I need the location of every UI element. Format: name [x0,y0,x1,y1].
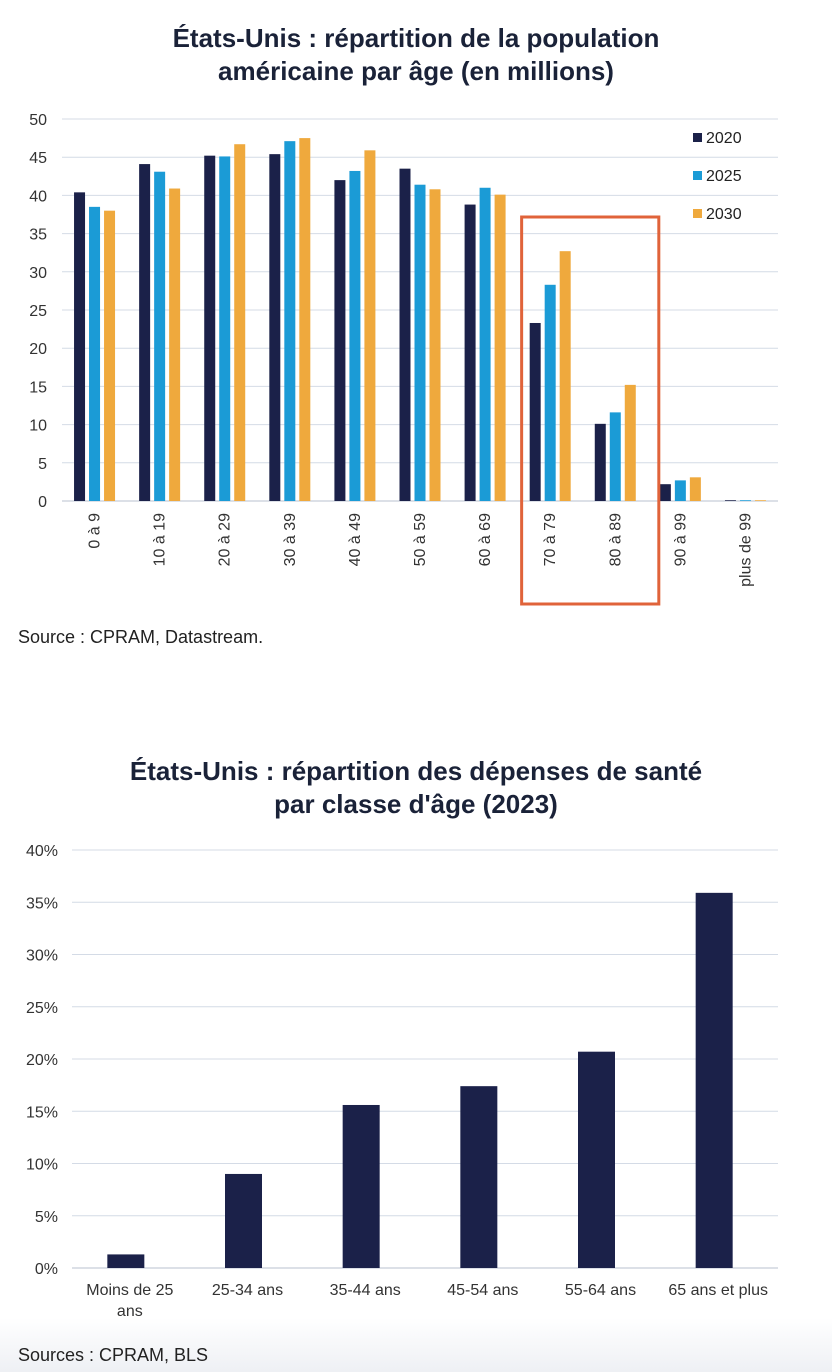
chart2-ytick-6: 30% [26,948,58,965]
bottom-fade [0,1318,832,1372]
chart2-ytick-1: 5% [35,1209,58,1226]
chart1-legend-swatch-2025 [693,171,702,180]
chart1-bar-2025-5 [414,184,426,501]
chart1-bar-2025-7 [544,284,556,501]
chart1-legend-swatch-2020 [693,133,702,142]
chart1-xtick-7: 70 à 79 [542,513,559,566]
chart1-bar-2020-4 [334,180,346,501]
chart2-xtick-2-0: 35-44 ans [330,1282,401,1299]
chart2-xtick-4-0: 55-64 ans [565,1282,636,1299]
chart1-bar-2030-9 [689,477,701,501]
chart1-ytick-20: 20 [29,341,47,358]
chart1-xtick-5: 50 à 59 [412,513,429,566]
chart1-xtick-8: 80 à 89 [607,513,624,566]
chart2-source: Sources : CPRAM, BLS [18,1345,209,1365]
chart2-ytick-4: 20% [26,1052,58,1069]
chart1-xtick-2: 20 à 29 [217,513,234,566]
chart2-xtick-0-0: Moins de 25 [86,1282,173,1299]
chart1-ytick-45: 45 [29,150,47,167]
chart1-bar-2025-1 [154,171,166,501]
chart1-bar-2025-6 [479,187,491,501]
chart1-title-line1: États-Unis : répartition de la populatio… [172,23,660,53]
chart1-xtick-0: 0 à 9 [87,513,104,549]
chart1-ytick-15: 15 [29,379,47,396]
chart1-bar-2025-0 [89,206,101,502]
chart1-bar-2030-1 [169,188,181,502]
chart1-legend-label-2030: 2030 [706,206,742,223]
chart1-bar-2030-5 [429,189,441,501]
chart2-ytick-2: 10% [26,1157,58,1174]
chart2-bar-2 [342,1104,380,1268]
chart2-bar-0 [107,1254,145,1268]
chart1-ytick-25: 25 [29,303,47,320]
chart1-bar-2030-0 [104,210,116,501]
chart1-bar-2020-3 [269,154,281,502]
chart1-bar-2030-2 [234,144,246,501]
chart1-xtick-4: 40 à 49 [347,513,364,566]
chart1-xtick-3: 30 à 39 [282,513,299,566]
chart1-bar-2030-7 [559,251,571,501]
chart1-legend-swatch-2030 [693,209,702,218]
chart2-ytick-3: 15% [26,1104,58,1121]
chart1-ytick-0: 0 [38,494,47,511]
chart1-bar-2025-3 [284,141,296,501]
chart1-ytick-10: 10 [29,418,47,435]
chart1-legend-label-2025: 2025 [706,168,742,185]
chart1-ytick-5: 5 [38,456,47,473]
chart1-xtick-6: 60 à 69 [477,513,494,566]
chart1-bar-2020-0 [74,192,86,501]
chart1-title: États-Unis : répartition de la populatio… [0,22,832,88]
chart1-bar-2020-1 [139,164,151,501]
chart2-xtick-0-1: ans [117,1303,143,1320]
chart2-bar-5 [695,892,733,1268]
chart2-bar-1 [225,1173,262,1268]
chart2-ytick-8: 40% [26,843,58,860]
chart2-health-spending-by-age: 0% 5% 10% 15% 20% 25% 30% 35% 40% Moins de 25 ans 2… [26,843,778,1320]
chart1-xtick-10: plus de 99 [737,513,754,587]
chart1-bar-2025-9 [674,480,686,501]
chart1-ytick-35: 35 [29,227,47,244]
chart1-ytick-30: 30 [29,265,47,282]
chart1-bar-2020-8 [594,423,606,501]
chart2-ytick-7: 35% [26,895,58,912]
chart2-title: États-Unis : répartition des dépenses de… [0,755,832,821]
chart1-bar-2020-6 [464,204,476,501]
chart1-bar-2030-4 [364,150,376,501]
chart1-bar-2020-2 [204,155,216,501]
chart2-ytick-0: 0% [35,1261,58,1278]
chart2-title-line2: par classe d'âge (2023) [274,789,558,819]
chart1-bar-2020-10 [724,500,736,501]
chart1-bar-2020-9 [659,484,671,501]
chart1-bar-2030-3 [299,138,311,501]
chart1-bar-2025-4 [349,170,361,501]
chart1-legend-label-2020: 2020 [706,130,742,147]
chart2-bar-3 [460,1086,498,1268]
chart1-bar-2030-10 [754,500,766,501]
chart1-bar-2030-6 [494,194,506,502]
chart1-bar-2025-2 [219,156,231,501]
chart1-ytick-40: 40 [29,188,47,205]
chart2-xtick-5-0: 65 ans et plus [668,1282,768,1299]
chart1-highlight-box [520,215,661,606]
chart1-bar-2030-8 [624,384,636,501]
chart2-xtick-3-0: 45-54 ans [447,1282,518,1299]
chart2-xtick-1-0: 25-34 ans [212,1282,283,1299]
chart1-xtick-1: 10 à 19 [152,513,169,566]
chart1-bar-2025-10 [739,500,751,501]
chart1-source: Source : CPRAM, Datastream. [18,627,264,647]
chart1-bar-2020-7 [529,322,541,501]
chart2-bar-4 [578,1051,615,1268]
chart1-title-line2: américaine par âge (en millions) [218,56,614,86]
chart1-xtick-9: 90 à 99 [672,513,689,566]
chart1-ytick-50: 50 [29,112,47,129]
chart2-title-line1: États-Unis : répartition des dépenses de… [129,756,703,786]
chart2-ytick-5: 25% [26,1000,58,1017]
chart1-bar-2025-8 [609,412,621,501]
chart1-bar-2020-5 [399,168,411,501]
